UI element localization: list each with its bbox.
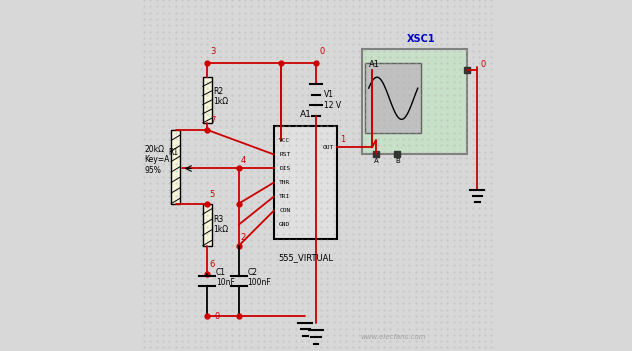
Text: GND: GND (279, 222, 290, 227)
Text: 7: 7 (210, 116, 216, 125)
Bar (203, 204, 212, 246)
Text: 0: 0 (481, 60, 486, 69)
Text: R2
1kΩ: R2 1kΩ (214, 87, 229, 106)
Text: 0: 0 (320, 47, 325, 57)
Text: 20kΩ
Key=A
95%: 20kΩ Key=A 95% (144, 145, 169, 174)
Bar (365, 63, 422, 133)
Bar (203, 77, 212, 123)
Text: THR: THR (279, 180, 290, 185)
Text: RST: RST (279, 152, 290, 157)
Text: V1
12 V: V1 12 V (324, 90, 341, 110)
Text: 6: 6 (209, 260, 214, 270)
Text: VCC: VCC (279, 138, 290, 143)
Text: www.elecfans.com: www.elecfans.com (360, 335, 426, 340)
Text: 1: 1 (341, 135, 346, 144)
Text: A1: A1 (368, 60, 380, 69)
Text: A1: A1 (300, 110, 312, 119)
Text: 2: 2 (241, 233, 246, 243)
Text: R1: R1 (169, 148, 179, 157)
Bar (171, 130, 180, 204)
Text: C2
100nF: C2 100nF (248, 267, 271, 287)
Text: OUT: OUT (322, 145, 334, 150)
FancyBboxPatch shape (362, 49, 467, 154)
Text: 5: 5 (209, 190, 214, 199)
Text: DIS: DIS (279, 166, 290, 171)
Text: CON: CON (279, 208, 290, 213)
Text: R3
1kΩ: R3 1kΩ (214, 215, 229, 234)
Text: A: A (374, 158, 379, 164)
Text: 4: 4 (241, 156, 246, 165)
Bar (274, 126, 337, 239)
Text: 555_VIRTUAL: 555_VIRTUAL (278, 253, 333, 262)
Text: C1
10nF: C1 10nF (216, 267, 235, 287)
Text: 3: 3 (210, 47, 216, 57)
Text: 0: 0 (214, 312, 219, 322)
Text: B: B (395, 158, 399, 164)
Text: TRI: TRI (279, 194, 290, 199)
Text: XSC1: XSC1 (407, 34, 435, 44)
